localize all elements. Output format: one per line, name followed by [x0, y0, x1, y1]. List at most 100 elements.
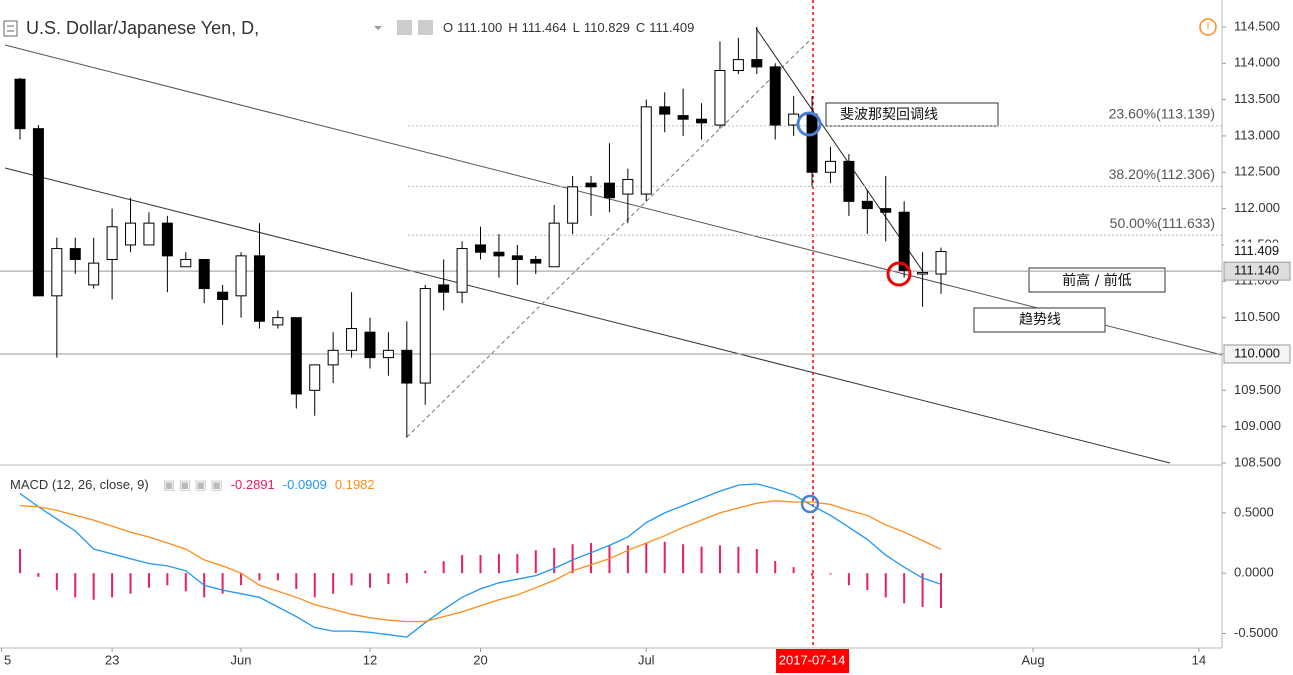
candle-body [714, 70, 726, 126]
annotation-box [973, 307, 1106, 333]
candle-body [125, 222, 137, 246]
candle-body [143, 222, 155, 246]
candle-body [401, 349, 413, 384]
icon-button[interactable] [397, 20, 412, 35]
price-label: 111.140 [1234, 263, 1279, 278]
candle-body [696, 118, 708, 124]
drawings [4, 27, 1223, 464]
candle-body [290, 317, 302, 395]
price-label: 110.000 [1234, 345, 1280, 360]
y-tick-label: 112.500 [1234, 164, 1280, 179]
x-tick-label: 14 [1192, 652, 1206, 667]
candle-body [161, 222, 173, 257]
ohlc-value: 111.100 [457, 20, 502, 35]
y-tick-label: 108.500 [1234, 454, 1281, 469]
date-marker-label: 2017-07-14 [779, 652, 846, 667]
x-tick-label: 20 [473, 652, 487, 667]
candle-body [585, 182, 597, 188]
annotation: 趋势线 [1019, 312, 1061, 328]
candle-body [935, 251, 947, 275]
legend-value: -0.0909 [283, 477, 327, 492]
candle-body [364, 331, 376, 359]
candle-body [843, 160, 855, 202]
y-tick-label: 113.500 [1234, 91, 1280, 106]
candle-body [88, 262, 100, 286]
candle-body [511, 255, 523, 260]
candle-body [622, 179, 634, 195]
price-label-box [1223, 344, 1291, 364]
candle-body [898, 211, 910, 271]
y-tick-label: 113.000 [1234, 127, 1280, 142]
candle-body [475, 244, 486, 253]
y-tick-label: 114.500 [1234, 18, 1280, 33]
ohlc-key: H [508, 20, 517, 35]
annotation: 前高 / 前低 [1062, 272, 1132, 289]
y-tick-label: 0.5000 [1234, 504, 1274, 519]
x-tick-label: Jul [638, 652, 655, 667]
candle-body [382, 349, 394, 359]
candle-body [603, 182, 615, 199]
candle-body [732, 59, 744, 72]
candle-body [530, 258, 542, 264]
annotation-box [1028, 267, 1166, 293]
candle-body [567, 186, 579, 224]
candle-body [751, 59, 763, 68]
y-tick-label: 110.500 [1234, 309, 1280, 324]
candle-body [456, 248, 468, 293]
candle-body [917, 272, 929, 275]
highlight-circle [886, 261, 912, 287]
dropdown-arrow[interactable] [374, 26, 382, 30]
candle-body [659, 106, 671, 115]
y-tick-label: 114.000 [1234, 55, 1280, 70]
legend-icons: ▣ ▣ ▣ ▣ [163, 477, 223, 492]
legend-value: -0.2891 [231, 477, 275, 492]
highlight-circle [800, 494, 820, 514]
candle-body [806, 113, 818, 173]
channel-line [4, 167, 1171, 464]
fib-trend-line [406, 37, 813, 438]
candle-body [493, 251, 505, 257]
macd-title: MACD (12, 26, close, 9) [10, 477, 149, 492]
last-price-label: 111.409 [1234, 243, 1279, 258]
candle-body [106, 226, 118, 260]
candle-body [272, 317, 284, 326]
candle-body [346, 328, 358, 351]
macd-line [19, 483, 942, 638]
icon-button[interactable] [418, 20, 433, 35]
y-tick-label: 0.0000 [1234, 565, 1274, 580]
ohlc-key: C [636, 20, 645, 35]
ohlc-value: 111.464 [522, 20, 567, 35]
y-tick-label: 109.000 [1234, 418, 1281, 433]
candle-body [880, 208, 892, 213]
highlight-circle [796, 111, 822, 137]
trend-line [755, 27, 923, 271]
candle-body [824, 160, 836, 173]
candle-body [438, 284, 450, 293]
candle-body [14, 78, 26, 130]
ohlc-legend: O 111.100 H 111.464 L 110.829 C 111.409 [443, 20, 694, 35]
x-tick-label: 12 [363, 652, 377, 667]
ohlc-key: O [443, 20, 453, 35]
candle-body [217, 291, 229, 300]
x-tick-label: 23 [105, 652, 119, 667]
ohlc-key: L [573, 20, 580, 35]
candle-body [309, 364, 321, 391]
alert-icon[interactable] [1199, 18, 1217, 36]
annotation: 斐波那契回调线 [840, 107, 938, 123]
candle-body [253, 255, 265, 322]
alert-icon[interactable]: ! [1206, 21, 1209, 33]
candle-body [198, 258, 210, 290]
ohlc-value: 110.829 [584, 20, 630, 35]
macd-line [19, 500, 942, 623]
fib-label: 50.00%(111.633) [1110, 215, 1215, 231]
y-tick-label: 112.000 [1234, 200, 1280, 215]
legend-value: 0.1982 [335, 477, 375, 492]
candle-body [548, 222, 560, 268]
candle-body [327, 349, 339, 366]
candle-body [32, 128, 44, 297]
candle-body [640, 106, 652, 195]
y-tick-label: -0.5000 [1234, 625, 1278, 640]
candle-body [235, 255, 247, 297]
y-tick-label: 109.500 [1234, 382, 1281, 397]
